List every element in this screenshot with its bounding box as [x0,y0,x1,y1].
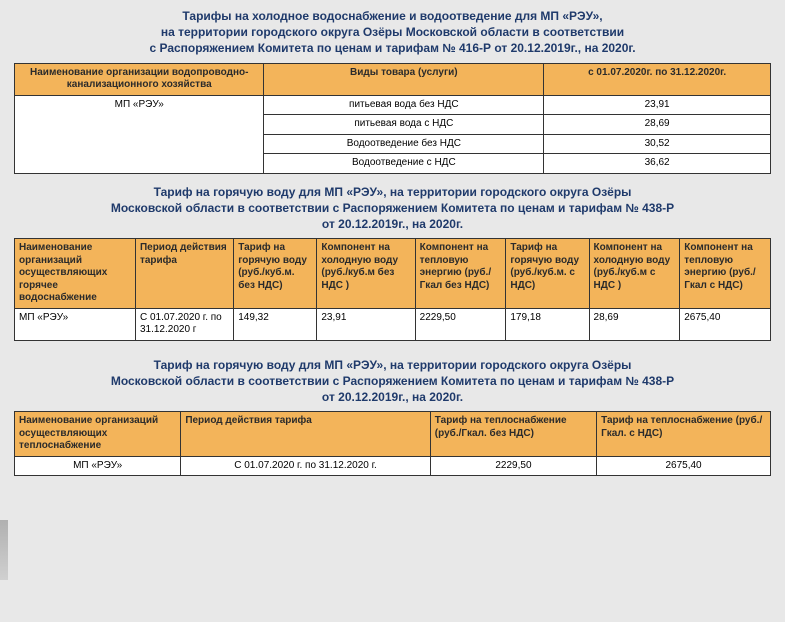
col-header: Наименование организаций осуществляющих … [15,412,181,457]
col-header: Период действия тарифа [181,412,430,457]
tariff-table-heat: Наименование организаций осуществляющих … [14,411,771,476]
title3-line1: Московской области в соответствии с Расп… [14,373,771,389]
col-header: Виды товара (услуги) [264,63,544,95]
table-header-row: Наименование организаций осуществляющих … [15,412,771,457]
value-cell: 2675,40 [680,308,771,340]
table-row: МП «РЭУ» питьевая вода без НДС 23,91 [15,95,771,115]
tariff-table-cold-water: Наименование организации водопроводно- к… [14,63,771,174]
value-cell: 149,32 [234,308,317,340]
service-cell: питьевая вода с НДС [264,115,544,135]
service-cell: питьевая вода без НДС [264,95,544,115]
col-header: Компонент на холодную воду (руб./куб.м б… [317,239,415,309]
title1-line0: Тарифы на холодное водоснабжение и водоо… [14,8,771,24]
table-row: МП «РЭУ» С 01.07.2020 г. по 31.12.2020 г… [15,456,771,476]
title2-line1: Московской области в соответствии с Расп… [14,200,771,216]
title1-line1: на территории городского округа Озёры Мо… [14,24,771,40]
col-header: Тариф на теплоснабжение (руб./Гкал. с НД… [597,412,771,457]
section-title-1: Тарифы на холодное водоснабжение и водоо… [14,8,771,57]
col-header: с 01.07.2020г. по 31.12.2020г. [544,63,771,95]
title3-line0: Тариф на горячую воду для МП «РЭУ», на т… [14,357,771,373]
section-title-2: Тариф на горячую воду для МП «РЭУ», на т… [14,184,771,233]
col-header: Компонент на холодную воду (руб./куб.м с… [589,239,680,309]
table-row: МП «РЭУ» С 01.07.2020 г. по 31.12.2020 г… [15,308,771,340]
col-header: Наименование организации водопроводно- к… [15,63,264,95]
col-header: Тариф на теплоснабжение (руб./Гкал. без … [430,412,596,457]
value-cell: 30,52 [544,134,771,154]
value-cell: 23,91 [544,95,771,115]
org-cell: МП «РЭУ» [15,456,181,476]
period-cell: С 01.07.2020 г. по 31.12.2020 г. [181,456,430,476]
title2-line0: Тариф на горячую воду для МП «РЭУ», на т… [14,184,771,200]
org-cell: МП «РЭУ» [15,308,136,340]
col-header: Тариф на горячую воду (руб./куб.м. с НДС… [506,239,589,309]
tariff-table-hot-water: Наименование организаций осуществляющих … [14,238,771,341]
section-title-3: Тариф на горячую воду для МП «РЭУ», на т… [14,357,771,406]
col-header: Период действия тарифа [135,239,233,309]
value-cell: 2229,50 [430,456,596,476]
col-header: Наименование организаций осуществляющих … [15,239,136,309]
value-cell: 36,62 [544,154,771,174]
service-cell: Водоотведение с НДС [264,154,544,174]
value-cell: 28,69 [544,115,771,135]
value-cell: 23,91 [317,308,415,340]
title2-line2: от 20.12.2019г., на 2020г. [14,216,771,232]
table-header-row: Наименование организаций осуществляющих … [15,239,771,309]
value-cell: 179,18 [506,308,589,340]
value-cell: 2675,40 [597,456,771,476]
col-header: Тариф на горячую воду (руб./куб.м. без Н… [234,239,317,309]
document-page: Тарифы на холодное водоснабжение и водоо… [0,0,785,494]
service-cell: Водоотведение без НДС [264,134,544,154]
value-cell: 28,69 [589,308,680,340]
col-header: Компонент на тепловую энергию (руб./Гкал… [680,239,771,309]
value-cell: 2229,50 [415,308,506,340]
org-cell: МП «РЭУ» [15,95,264,173]
title3-line2: от 20.12.2019г., на 2020г. [14,389,771,405]
table-header-row: Наименование организации водопроводно- к… [15,63,771,95]
col-header: Компонент на тепловую энергию (руб./Гкал… [415,239,506,309]
title1-line2: с Распоряжением Комитета по ценам и тари… [14,40,771,56]
period-cell: С 01.07.2020 г. по 31.12.2020 г [135,308,233,340]
